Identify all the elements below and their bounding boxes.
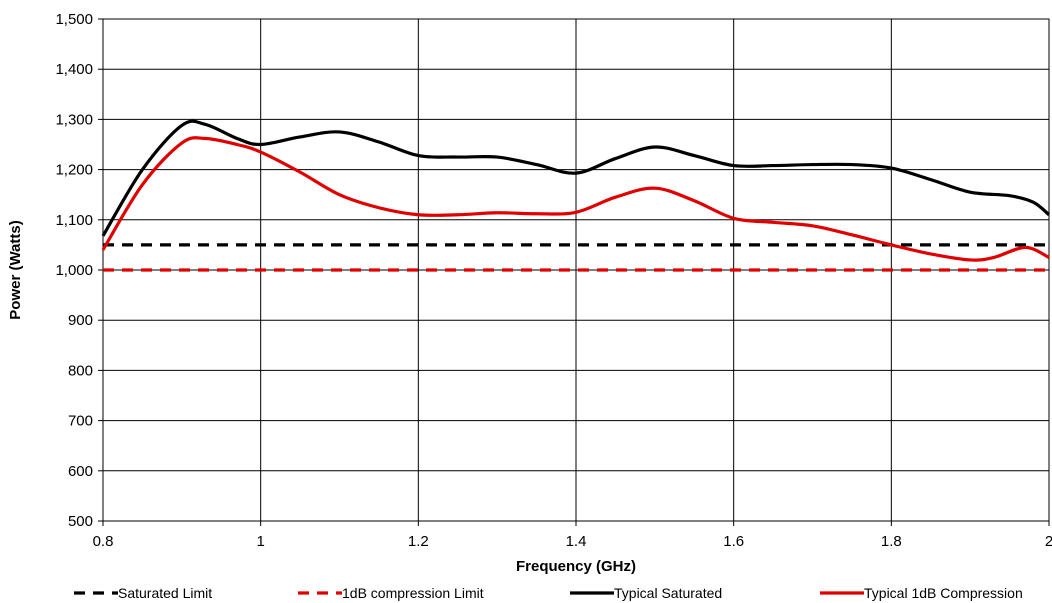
legend-label-typical-1db-compression: Typical 1dB Compression	[864, 585, 1023, 601]
legend-label-saturated-limit: Saturated Limit	[118, 585, 212, 601]
y-tick-label: 800	[68, 362, 93, 379]
y-tick-label: 700	[68, 413, 93, 430]
series-line-typical-1db-compression	[101, 136, 1050, 262]
y-tick-label: 500	[68, 513, 93, 530]
legend: Saturated Limit 1dB compression Limit Typi…	[74, 585, 1023, 601]
series-lines	[101, 119, 1051, 272]
x-tick-label: 0.8	[93, 533, 114, 550]
x-axis-title: Frequency (GHz)	[516, 558, 636, 575]
x-tick-label: 2	[1045, 533, 1052, 550]
y-tick-label: 1,300	[55, 111, 93, 128]
y-tick-label: 1,400	[55, 61, 93, 78]
tick-labels: 500 600 700 800 900 1,000 1,100 1,200 1,300 1,400…	[55, 11, 1052, 550]
y-tick-label: 1,100	[55, 212, 93, 229]
x-tick-label: 1.2	[408, 533, 429, 550]
x-tick-label: 1.4	[566, 533, 587, 550]
legend-label-1db-compression-limit: 1dB compression Limit	[342, 585, 484, 601]
axes	[98, 18, 1050, 526]
legend-label-typical-saturated: Typical Saturated	[614, 585, 722, 601]
x-tick-label: 1	[256, 533, 264, 550]
y-tick-label: 600	[68, 463, 93, 480]
y-tick-label: 1,500	[55, 11, 93, 28]
y-axis-title: Power (Watts)	[7, 220, 24, 319]
y-tick-label: 900	[68, 312, 93, 329]
series-line-typical-saturated	[101, 119, 1051, 237]
y-tick-label: 1,000	[55, 262, 93, 279]
x-tick-label: 1.8	[881, 533, 902, 550]
x-tick-label: 1.6	[723, 533, 744, 550]
y-tick-label: 1,200	[55, 162, 93, 179]
